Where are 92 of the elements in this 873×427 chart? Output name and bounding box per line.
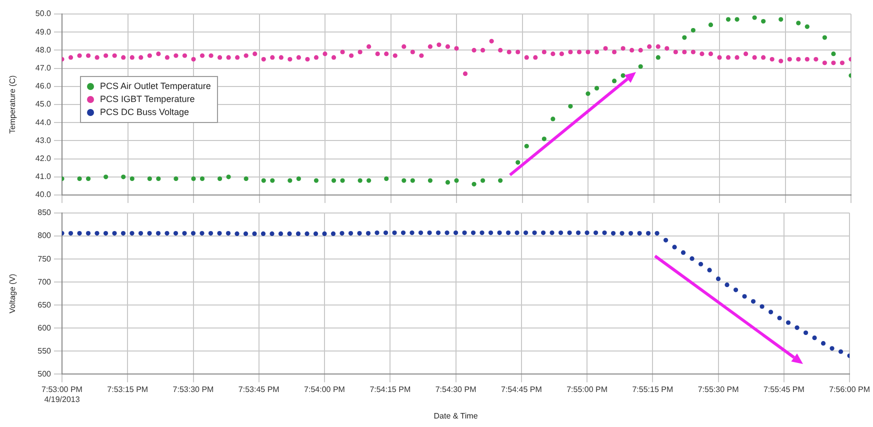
y-tick-label: 47.0 <box>35 64 52 73</box>
y-tick-label: 40.0 <box>35 190 52 200</box>
x-tick-label: 7:56:00 PM <box>829 385 870 394</box>
point <box>498 178 503 183</box>
y-tick-label: 45.0 <box>35 100 52 109</box>
point <box>270 178 275 183</box>
point <box>708 22 714 28</box>
point <box>156 176 161 182</box>
point <box>822 35 827 40</box>
y-tick-label: 500 <box>38 369 52 378</box>
point <box>761 18 766 24</box>
x-tick-label: 7:54:15 PM <box>370 385 411 394</box>
point <box>200 176 205 182</box>
x-tick-label: 7:55:00 PM <box>566 385 608 394</box>
y-tick-label: 750 <box>38 254 52 264</box>
point <box>296 176 301 182</box>
point <box>516 160 520 165</box>
point <box>191 176 196 182</box>
point <box>174 176 178 182</box>
legend-label: PCS DC Buss Voltage <box>100 106 190 119</box>
x-tick-label: 7:53:45 PM <box>238 385 280 394</box>
legend-label: PCS IGBT Temperature <box>100 93 195 106</box>
y-tick-label: 49.0 <box>35 27 52 36</box>
point <box>445 180 450 185</box>
x-tick-label: 7:53:15 PM <box>107 385 148 394</box>
point <box>734 17 740 22</box>
point <box>542 136 546 142</box>
point <box>340 178 345 183</box>
point <box>831 52 836 56</box>
point <box>104 174 108 180</box>
y-tick-label: 600 <box>38 323 52 332</box>
point <box>218 176 222 182</box>
point <box>594 86 600 91</box>
point <box>366 178 372 183</box>
point <box>568 104 573 109</box>
point <box>656 55 660 60</box>
y-axis-title: Voltage (V) <box>8 273 18 314</box>
x-tick-label: 7:53:30 PM <box>172 385 214 394</box>
point <box>402 178 406 183</box>
point <box>130 176 134 182</box>
x-tick-label: 7:55:45 PM <box>763 385 805 394</box>
y-axis-title: Temperature (C) <box>8 75 18 134</box>
y-tick-label: 46.0 <box>35 82 52 91</box>
x-tick-label: 7:54:00 PM <box>304 385 346 394</box>
point <box>480 178 486 183</box>
point <box>638 64 643 69</box>
y-tick-label: 48.0 <box>35 45 52 54</box>
point <box>77 176 82 182</box>
point <box>288 178 292 183</box>
point <box>147 176 152 182</box>
point <box>524 144 529 148</box>
y-tick-label: 550 <box>38 346 52 356</box>
y-tick-label: 50.0 <box>35 9 52 18</box>
point <box>226 174 231 180</box>
point <box>472 182 476 186</box>
x-tick-label: 7:54:45 PM <box>500 385 542 394</box>
y-tick-label: 850 <box>38 208 52 218</box>
y-tick-label: 41.0 <box>35 172 52 182</box>
point <box>428 178 432 183</box>
point <box>550 116 556 122</box>
point <box>690 28 696 33</box>
point <box>454 178 459 183</box>
legend-label: PCS Air Outlet Temperature <box>100 80 211 93</box>
point <box>612 78 617 84</box>
point <box>244 176 248 182</box>
y-tick-label: 650 <box>38 300 52 310</box>
point <box>682 35 687 40</box>
x-tick-label: 7:53:00 PM 4/19/2013 <box>42 385 83 404</box>
point <box>86 176 91 182</box>
point <box>586 91 590 96</box>
point <box>331 178 336 183</box>
point <box>778 17 784 22</box>
x-tick-label: 7:55:15 PM <box>632 385 674 394</box>
point <box>726 17 731 22</box>
y-tick-label: 800 <box>38 231 52 240</box>
point <box>796 20 801 26</box>
point <box>804 24 810 29</box>
point <box>261 178 266 183</box>
y-tick-label: 42.0 <box>35 154 52 164</box>
point <box>752 15 757 20</box>
x-tick-label: 7:55:30 PM <box>698 385 740 394</box>
point <box>410 178 415 183</box>
y-tick-label: 43.0 <box>35 136 52 145</box>
point <box>358 178 362 183</box>
y-tick-label: 700 <box>38 277 52 286</box>
point <box>314 178 319 183</box>
y-tick-label: 44.0 <box>35 118 52 127</box>
x-tick-label: 7:54:30 PM <box>435 385 477 394</box>
point <box>384 176 389 182</box>
point <box>620 73 626 78</box>
point <box>121 174 126 180</box>
x-axis-title: Date & Time <box>434 411 478 420</box>
